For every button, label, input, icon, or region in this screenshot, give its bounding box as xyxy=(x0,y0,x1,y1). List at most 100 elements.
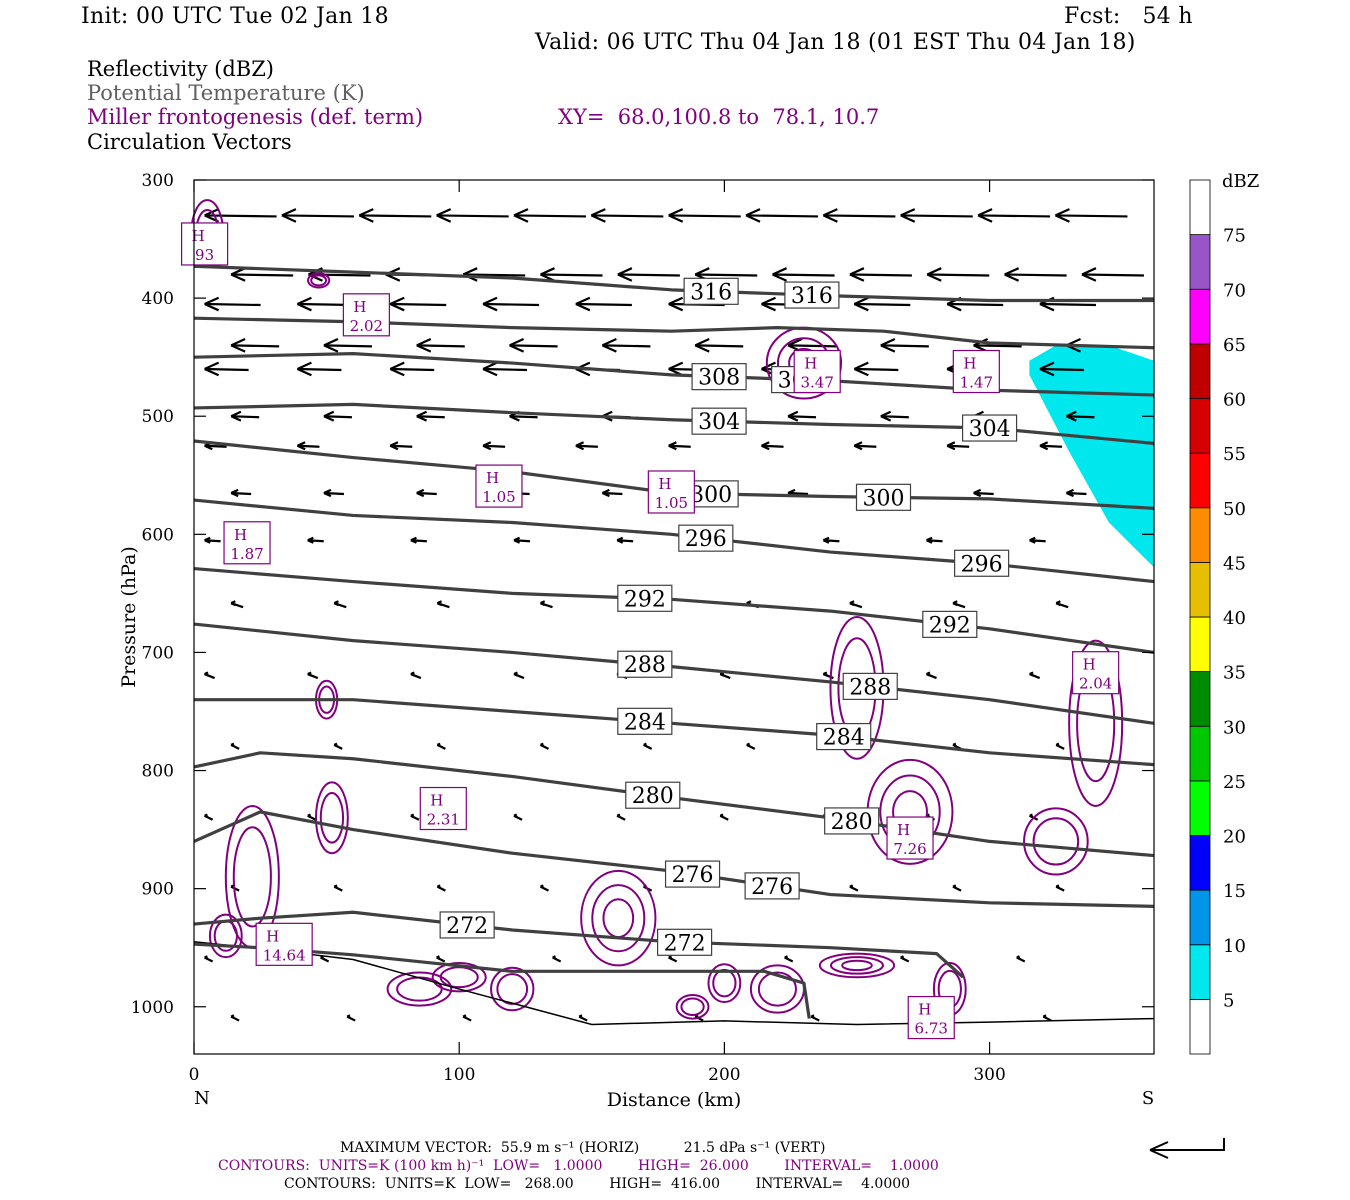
svg-text:316: 316 xyxy=(690,280,732,305)
theta-contours-note: CONTOURS: UNITS=K LOW= 268.00 HIGH= 416.… xyxy=(284,1176,911,1192)
circulation-vector xyxy=(540,267,603,282)
svg-text:H: H xyxy=(430,792,443,810)
svg-text:H: H xyxy=(918,1001,931,1019)
frontogenesis-contour xyxy=(1023,807,1089,876)
colorbar-swatch xyxy=(1189,452,1211,509)
circulation-vector xyxy=(853,361,899,377)
colorbar-swatch xyxy=(1189,944,1211,1000)
colorbar-swatch xyxy=(1189,780,1211,836)
circulation-vector xyxy=(333,742,343,750)
circulation-vector xyxy=(643,742,653,750)
theta-contour-280 xyxy=(193,751,1155,858)
colorbar-swatch xyxy=(1189,343,1211,399)
svg-text:316: 316 xyxy=(791,284,833,309)
circulation-vector xyxy=(787,338,837,353)
circulation-vector xyxy=(601,338,651,353)
cross-section-endpoints: XY= 68.0,100.8 to 78.1, 10.7 xyxy=(558,105,880,129)
circulation-vector xyxy=(787,410,817,422)
theta-contour-label: 292 xyxy=(617,584,673,612)
theta-contour-label: 292 xyxy=(922,610,978,638)
circulation-vector xyxy=(513,671,525,680)
circulation-vector xyxy=(849,600,863,609)
colorbar-label: 30 xyxy=(1223,717,1246,738)
colorbar-swatch xyxy=(1189,835,1211,891)
circulation-vector xyxy=(1055,742,1065,750)
svg-text:H: H xyxy=(192,227,205,245)
reference-vector-arrow xyxy=(1149,1138,1225,1159)
theta-contour-label: 288 xyxy=(617,650,673,678)
circulation-vector xyxy=(230,488,252,498)
circulation-vector xyxy=(296,361,342,377)
svg-text:H: H xyxy=(804,355,817,373)
y-tick-label: 1000 xyxy=(131,998,174,1018)
valid-time: Valid: 06 UTC Thu 04 Jan 18 (01 EST Thu … xyxy=(535,30,1136,55)
circulation-vector xyxy=(230,338,280,353)
colorbar-swatch xyxy=(1189,234,1211,290)
theta-contour-label: 276 xyxy=(664,860,721,888)
frontogenesis-contour xyxy=(675,993,710,1020)
circulation-vector xyxy=(746,742,756,750)
circulation-vector xyxy=(900,208,973,223)
reflectivity-area xyxy=(1029,345,1154,568)
circulation-vector xyxy=(410,536,427,544)
y-tick-label: 800 xyxy=(142,762,174,782)
circulation-vector xyxy=(333,600,347,609)
circulation-vector xyxy=(307,671,319,680)
circulation-vector xyxy=(204,296,261,312)
theta-contour-label: 280 xyxy=(625,781,681,809)
circulation-vector xyxy=(540,600,553,609)
x-tick-label: 100 xyxy=(443,1065,475,1085)
circulation-vector xyxy=(1029,536,1046,544)
circulation-vector xyxy=(540,742,550,750)
svg-text:280: 280 xyxy=(831,810,873,835)
colorbar-swatch xyxy=(1189,998,1211,1055)
frontogenesis-maximum: H1.05 xyxy=(647,470,695,514)
circulation-vector xyxy=(281,208,354,223)
circulation-vector xyxy=(973,488,994,498)
field-miller-frontogenesis: Miller frontogenesis (def. term) xyxy=(87,105,424,129)
svg-text:H: H xyxy=(963,355,976,373)
svg-text:300: 300 xyxy=(690,483,732,508)
circulation-vector xyxy=(977,208,1051,223)
y-tick-label: 900 xyxy=(142,880,174,900)
circulation-vector xyxy=(578,1014,588,1022)
circulation-vector xyxy=(307,536,324,544)
circulation-vector xyxy=(323,338,372,353)
circulation-vector xyxy=(436,884,446,892)
circulation-vector xyxy=(230,410,260,422)
svg-text:300: 300 xyxy=(863,486,905,511)
frontogenesis-maximum: H1.87 xyxy=(223,521,271,565)
colorbar-label: 75 xyxy=(1223,226,1246,247)
colorbar-swatch xyxy=(1189,561,1211,618)
circulation-vector xyxy=(772,267,835,282)
circulation-vector xyxy=(1081,267,1144,282)
svg-text:1.87: 1.87 xyxy=(230,545,263,563)
plot-frame xyxy=(193,179,1155,1055)
theta-contour-label: 296 xyxy=(678,524,734,552)
circulation-vector xyxy=(323,410,352,422)
theta-contour-label: 288 xyxy=(842,672,898,700)
svg-text:H: H xyxy=(266,927,279,945)
circulation-vector xyxy=(668,441,691,451)
circulation-vector xyxy=(230,600,244,609)
svg-text:93: 93 xyxy=(195,246,214,264)
circulation-vector xyxy=(880,338,929,353)
frontogenesis-contour xyxy=(818,952,896,979)
theta-contour-label: 276 xyxy=(744,872,800,900)
circulation-vector xyxy=(1004,267,1067,282)
svg-text:280: 280 xyxy=(632,784,674,809)
circulation-vector xyxy=(1066,410,1095,422)
svg-text:H: H xyxy=(658,475,671,493)
maximum-vector-note: MAXIMUM VECTOR: 55.9 m s⁻¹ (HORIZ) 21.5 … xyxy=(340,1140,826,1156)
y-tick-label: 600 xyxy=(142,525,174,545)
x-tick-label: 200 xyxy=(708,1065,740,1085)
colorbar-label: 15 xyxy=(1223,881,1246,902)
circulation-vector xyxy=(552,955,562,963)
svg-text:H: H xyxy=(1083,656,1096,674)
circulation-vector xyxy=(204,955,214,963)
svg-text:2.02: 2.02 xyxy=(350,317,383,335)
circulation-vector xyxy=(952,600,966,609)
circulation-vector xyxy=(694,338,744,353)
circulation-vector xyxy=(410,671,422,680)
south-end-label: S xyxy=(1142,1088,1154,1109)
